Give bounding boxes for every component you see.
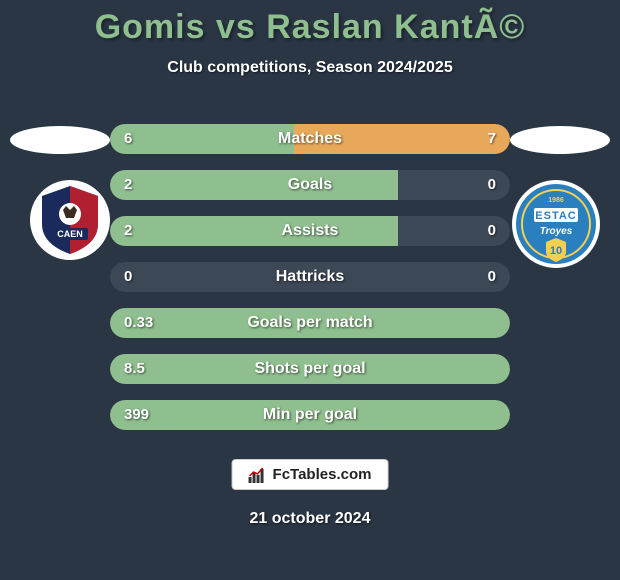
stat-row: Min per goal399: [110, 400, 510, 430]
stat-row: Shots per goal8.5: [110, 354, 510, 384]
svg-text:10: 10: [550, 245, 562, 257]
page-title: Gomis vs Raslan KantÃ©: [0, 8, 620, 47]
club-logo-left: CAEN: [30, 180, 110, 260]
stat-value-left: 399: [124, 400, 149, 430]
stat-row: Assists2 0: [110, 216, 510, 246]
stat-label: Assists: [110, 216, 510, 246]
caen-badge-icon: CAEN: [30, 180, 110, 260]
svg-text:Troyes: Troyes: [540, 226, 573, 237]
stat-label: Matches: [110, 124, 510, 154]
stat-value-right: 7: [488, 124, 496, 154]
stats-container: Matches67Goals20Assists20Hattricks00Goal…: [110, 124, 510, 446]
brand-text: FcTables.com: [273, 466, 372, 483]
stat-label: Shots per goal: [110, 354, 510, 384]
stat-label: Goals per match: [110, 308, 510, 338]
stat-value-right: 0: [488, 216, 496, 246]
stat-row: Goals per match0.33: [110, 308, 510, 338]
footer-date: 21 october 2024: [0, 510, 620, 528]
stat-row: Matches6 7: [110, 124, 510, 154]
stat-value-left: 2: [124, 170, 132, 200]
stat-label: Goals: [110, 170, 510, 200]
header: Gomis vs Raslan KantÃ© Club competitions…: [0, 0, 620, 77]
stat-value-left: 6: [124, 124, 132, 154]
stat-value-right: 0: [488, 170, 496, 200]
svg-text:1986: 1986: [548, 197, 564, 204]
brand-badge[interactable]: FcTables.com: [232, 459, 389, 490]
club-logo-right: 1986 ESTAC Troyes 10: [512, 180, 600, 268]
stat-value-right: 0: [488, 262, 496, 292]
player-avatar-right: [510, 126, 610, 154]
stat-label: Min per goal: [110, 400, 510, 430]
stat-row: Hattricks0 0: [110, 262, 510, 292]
svg-text:ESTAC: ESTAC: [535, 210, 576, 222]
stat-label: Hattricks: [110, 262, 510, 292]
stat-value-left: 0.33: [124, 308, 153, 338]
stat-value-left: 0: [124, 262, 132, 292]
fctables-icon: [249, 467, 267, 483]
stat-value-left: 8.5: [124, 354, 145, 384]
stat-value-left: 2: [124, 216, 132, 246]
troyes-badge-icon: 1986 ESTAC Troyes 10: [512, 180, 600, 268]
stat-row: Goals2 0: [110, 170, 510, 200]
page-subtitle: Club competitions, Season 2024/2025: [0, 59, 620, 77]
player-avatar-left: [10, 126, 110, 154]
svg-text:CAEN: CAEN: [57, 229, 83, 239]
